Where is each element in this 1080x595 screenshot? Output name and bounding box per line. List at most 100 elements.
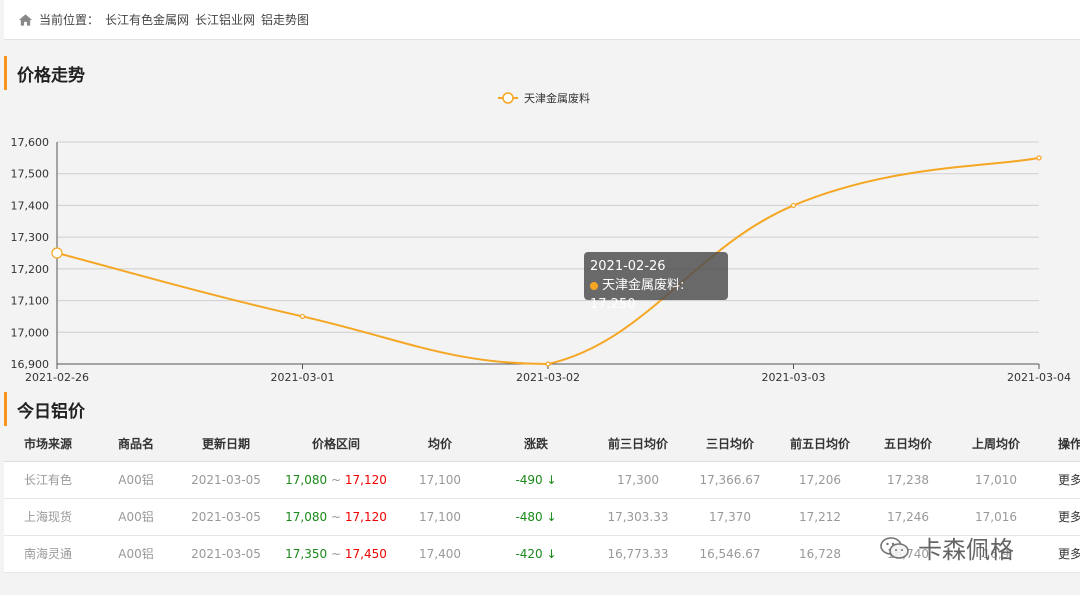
cell-date: 2021-03-05: [180, 498, 272, 536]
range-sep: ~: [330, 546, 342, 561]
cell-avg: 17,100: [400, 461, 480, 499]
col-avg3: 三日均价: [684, 426, 776, 462]
cell-prev5: 17,212: [776, 498, 864, 536]
col-avg: 均价: [400, 426, 480, 462]
col-change: 涨跌: [480, 426, 592, 462]
y-tick-label: 17,200: [11, 263, 50, 276]
tooltip-series-name: 天津金属废料: [602, 278, 681, 293]
cell-prev5: 16,728: [776, 535, 864, 573]
y-tick-label: 17,400: [11, 199, 50, 212]
chart-grid: [57, 141, 1039, 365]
chart-series: [51, 155, 1042, 367]
table-row: 上海现货 A00铝 2021-03-05 17,080 ~ 17,120 17,…: [4, 498, 1080, 536]
cell-product: A00铝: [92, 535, 180, 573]
data-point: [51, 247, 63, 259]
cell-prev3: 16,773.33: [592, 535, 684, 573]
cell-avg: 17,400: [400, 535, 480, 573]
range-low: 17,080: [285, 509, 328, 524]
col-prev3: 前三日均价: [592, 426, 684, 462]
data-point: [545, 361, 551, 367]
cell-range: 17,080 ~ 17,120: [272, 498, 400, 536]
chart-y-axis: 17,600 17,500 17,400 17,300 17,200 17,100 17,0…: [11, 136, 58, 371]
col-range: 价格区间: [272, 426, 400, 462]
col-product: 商品名: [92, 426, 180, 462]
chart-tooltip: 2021-02-26 天津金属废料: 17,250: [584, 252, 728, 312]
home-icon[interactable]: [18, 13, 33, 27]
cell-lastweek: 17,016: [952, 498, 1040, 536]
col-avg5: 五日均价: [864, 426, 952, 462]
cell-change: -480 ↓: [480, 498, 592, 536]
col-date: 更新日期: [180, 426, 272, 462]
cell-lastweek: 17,010: [952, 461, 1040, 499]
more-link[interactable]: 更多: [1040, 535, 1080, 573]
range-sep: ~: [330, 472, 342, 487]
breadcrumb-item-metals[interactable]: 长江有色金属网: [105, 13, 190, 27]
data-point: [1036, 155, 1042, 161]
data-point: [299, 313, 306, 320]
y-tick-label: 17,300: [11, 231, 50, 244]
today-price-title: 今日铝价: [4, 392, 85, 426]
cell-market: 上海现货: [4, 498, 92, 536]
more-link[interactable]: 更多: [1040, 498, 1080, 536]
tooltip-row: 天津金属废料: 17,250: [590, 278, 685, 312]
cell-product: A00铝: [92, 498, 180, 536]
cell-date: 2021-03-05: [180, 461, 272, 499]
range-high: 17,450: [344, 546, 387, 561]
series-line: [56, 156, 1040, 366]
chart-x-axis: 2021-02-26 2021-03-01 2021-03-02 2021-03-03…: [25, 363, 1071, 384]
cell-lastweek: 16,9: [952, 535, 1040, 573]
wechat-icon: [880, 536, 909, 559]
data-point: [790, 202, 797, 209]
cell-market: 南海灵通: [4, 535, 92, 573]
legend-label: 天津金属废料: [524, 91, 590, 105]
chart-legend[interactable]: 天津金属废料: [498, 91, 590, 105]
cell-range: 17,350 ~ 17,450: [272, 535, 400, 573]
watermark-text: 卡森佩格: [918, 536, 1014, 564]
breadcrumb-item-trend[interactable]: 铝走势图: [261, 13, 310, 27]
y-tick-label: 17,500: [11, 168, 50, 181]
cell-market: 长江有色: [4, 461, 92, 499]
table-row: 长江有色 A00铝 2021-03-05 17,080 ~ 17,120 17,…: [4, 461, 1080, 499]
col-action: 操作: [1040, 426, 1080, 462]
cell-prev3: 17,303.33: [592, 498, 684, 536]
x-tick-label: 2021-03-01: [271, 371, 335, 384]
x-tick-label: 2021-03-02: [516, 371, 580, 384]
range-high: 17,120: [344, 472, 387, 487]
range-sep: ~: [330, 509, 342, 524]
x-tick-label: 2021-03-03: [762, 371, 826, 384]
watermark: 卡森佩格: [880, 530, 1014, 565]
breadcrumb-item-aluminum[interactable]: 长江铝业网: [195, 13, 256, 27]
more-link[interactable]: 更多: [1040, 461, 1080, 499]
cell-range: 17,080 ~ 17,120: [272, 461, 400, 499]
cell-prev5: 17,206: [776, 461, 864, 499]
y-tick-label: 16,900: [11, 358, 50, 371]
cell-prev3: 17,300: [592, 461, 684, 499]
y-tick-label: 17,100: [11, 295, 50, 308]
legend-marker: [502, 92, 514, 104]
price-trend-title: 价格走势: [4, 56, 85, 90]
breadcrumb: 当前位置： 长江有色金属网 长江铝业网 铝走势图: [4, 0, 1080, 40]
price-table: 市场来源 商品名 更新日期 价格区间 均价 涨跌 前三日均价 三日均价 前五日均…: [4, 426, 1080, 573]
x-tick-label: 2021-03-04: [1007, 371, 1071, 384]
cell-avg: 17,100: [400, 498, 480, 536]
range-low: 17,350: [285, 546, 328, 561]
y-tick-label: 17,000: [11, 326, 50, 339]
tooltip-value: 17,250: [590, 297, 636, 312]
cell-avg3: 17,370: [684, 498, 776, 536]
cell-change: -490 ↓: [480, 461, 592, 499]
col-market: 市场来源: [4, 426, 92, 462]
cell-avg5: 17,246: [864, 498, 952, 536]
cell-avg3: 17,366.67: [684, 461, 776, 499]
table-header-row: 市场来源 商品名 更新日期 价格区间 均价 涨跌 前三日均价 三日均价 前五日均…: [4, 426, 1080, 462]
col-lastweek: 上周均价: [952, 426, 1040, 462]
cell-avg5: 17,238: [864, 461, 952, 499]
cell-avg3: 16,546.67: [684, 535, 776, 573]
cell-date: 2021-03-05: [180, 535, 272, 573]
col-prev5: 前五日均价: [776, 426, 864, 462]
range-low: 17,080: [285, 472, 328, 487]
y-tick-label: 17,600: [11, 136, 50, 149]
breadcrumb-prefix: 当前位置：: [39, 13, 100, 27]
tooltip-date: 2021-02-26: [590, 259, 666, 274]
tooltip-series-dot: [590, 281, 598, 290]
table-row: 南海灵通 A00铝 2021-03-05 17,350 ~ 17,450 17,…: [4, 535, 1080, 573]
